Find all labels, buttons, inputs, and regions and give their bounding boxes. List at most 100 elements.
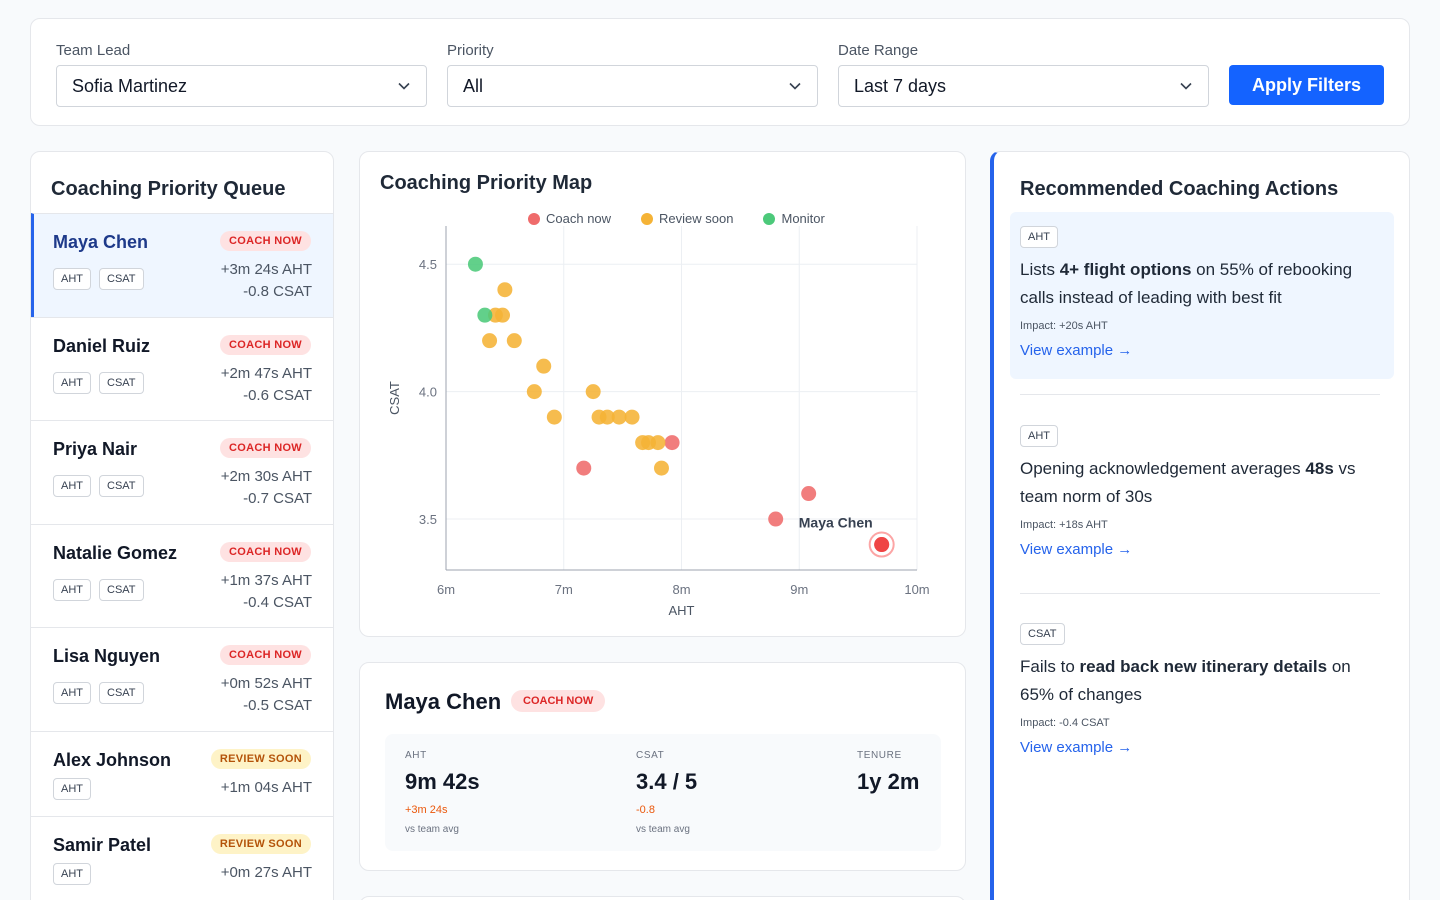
status-badge: COACH NOW <box>220 645 311 665</box>
date-range-value: Last 7 days <box>854 75 947 96</box>
team-lead-value: Sofia Martinez <box>72 75 188 96</box>
chevron-down-icon <box>788 79 802 93</box>
metric-delta: -0.8 <box>636 804 655 816</box>
legend-label: Coach now <box>546 211 612 226</box>
date-range-filter: Date Range Last 7 days <box>838 41 1209 107</box>
queue-item-alex-johnson[interactable]: Alex Johnson REVIEW SOON AHT +1m 04s AHT <box>31 730 333 816</box>
y-tick-label: 4.5 <box>419 257 437 272</box>
scatter-point-review-soon <box>536 358 552 374</box>
action-tag: AHT <box>1020 425 1058 447</box>
tag-aht: AHT <box>53 371 91 394</box>
action-impact: Impact: +18s AHT <box>1020 519 1108 531</box>
x-tick-label: 9m <box>790 582 808 597</box>
coaching-priority-queue: Coaching Priority Queue Maya Chen COACH … <box>30 151 334 900</box>
scatter-point-review-soon <box>624 409 640 425</box>
agent-detail-card: Maya Chen COACH NOW AHT 9m 42s +3m 24s v… <box>359 662 966 871</box>
metric-label: CSAT <box>636 750 665 761</box>
next-card <box>359 896 966 900</box>
legend-review-soon: Review soon <box>641 211 733 226</box>
scatter-point-review-soon <box>650 435 666 451</box>
queue-item-lisa-nguyen[interactable]: Lisa Nguyen COACH NOW AHT CSAT +0m 52s AH… <box>31 627 333 731</box>
legend-monitor: Monitor <box>763 211 825 226</box>
tag-aht: AHT <box>53 777 91 800</box>
queue-item-samir-patel[interactable]: Samir Patel REVIEW SOON AHT +0m 27s AHT <box>31 815 333 900</box>
priority-label: Priority <box>447 42 494 59</box>
team-lead-filter: Team Lead Sofia Martinez <box>56 41 427 107</box>
scatter-point-review-soon <box>585 384 601 400</box>
coaching-priority-map: Coaching Priority Map Coach now Review s… <box>359 151 966 637</box>
aht-delta: +0m 27s AHT <box>220 863 312 881</box>
status-badge: COACH NOW <box>511 690 606 712</box>
metric-value: 9m 42s <box>405 769 480 794</box>
csat-delta: -0.4 CSAT <box>243 593 312 611</box>
aht-delta: +1m 37s AHT <box>220 571 312 589</box>
agent-name: Natalie Gomez <box>53 542 178 563</box>
aht-delta: +2m 47s AHT <box>220 364 312 382</box>
metric-sub: vs team avg <box>636 824 690 835</box>
x-tick-label: 7m <box>555 582 573 597</box>
scatter-point-review-soon <box>506 333 522 349</box>
priority-select[interactable]: All <box>447 65 818 107</box>
action-item: AHT Opening acknowledgement averages 48s… <box>1010 411 1394 573</box>
action-impact: Impact: +20s AHT <box>1020 320 1108 332</box>
date-range-select[interactable]: Last 7 days <box>838 65 1209 107</box>
status-badge: COACH NOW <box>220 231 311 251</box>
legend-label: Review soon <box>659 211 734 226</box>
action-item: AHT Lists 4+ flight options on 55% of re… <box>1010 212 1394 379</box>
csat-delta: -0.6 CSAT <box>243 386 312 404</box>
priority-value: All <box>463 75 484 96</box>
csat-delta: -0.7 CSAT <box>243 490 312 507</box>
tag-aht: AHT <box>53 475 91 497</box>
status-badge: COACH NOW <box>220 334 311 355</box>
aht-delta: +2m 30s AHT <box>220 468 312 485</box>
x-tick-label: 8m <box>672 582 690 597</box>
scatter-point-review-soon <box>497 282 513 298</box>
tag-aht: AHT <box>53 862 91 885</box>
status-badge: COACH NOW <box>220 438 311 458</box>
queue-item-priya-nair[interactable]: Priya Nair COACH NOW AHT CSAT +2m 30s AHT… <box>31 420 333 524</box>
date-range-label: Date Range <box>838 42 919 59</box>
scatter-point-coach-now <box>768 511 784 527</box>
tag-aht: AHT <box>53 578 91 601</box>
tag-csat: CSAT <box>99 371 144 394</box>
tag-aht: AHT <box>53 268 91 290</box>
metric-aht: AHT 9m 42s +3m 24s vs team avg <box>405 750 480 835</box>
scatter-point-review-soon <box>599 409 615 425</box>
view-example-link[interactable]: View example → <box>1020 541 1133 558</box>
agent-name: Lisa Nguyen <box>53 646 161 666</box>
chevron-down-icon <box>397 79 411 93</box>
action-impact: Impact: -0.4 CSAT <box>1020 717 1110 729</box>
metrics-panel: AHT 9m 42s +3m 24s vs team avg CSAT 3.4 … <box>385 734 941 851</box>
scatter-point-review-soon <box>546 409 562 425</box>
metric-value: 3.4 / 5 <box>636 769 698 794</box>
status-badge: REVIEW SOON <box>210 833 311 854</box>
team-lead-label: Team Lead <box>56 42 131 59</box>
metric-value: 1y 2m <box>857 769 920 794</box>
x-axis-label: AHT <box>669 603 695 618</box>
team-lead-select[interactable]: Sofia Martinez <box>56 65 427 107</box>
action-text: Fails to read back new itinerary details… <box>1020 657 1351 704</box>
view-example-link[interactable]: View example → <box>1020 739 1133 756</box>
aht-delta: +1m 04s AHT <box>220 778 312 796</box>
map-title: Coaching Priority Map <box>380 172 593 194</box>
legend-dot <box>641 212 654 225</box>
view-example-link[interactable]: View example → <box>1020 342 1133 359</box>
queue-item-maya-chen[interactable]: Maya Chen COACH NOW AHT CSAT +3m 24s AHT … <box>31 213 333 317</box>
metric-delta: +3m 24s <box>405 804 448 816</box>
action-text: Lists 4+ flight options on 55% of rebook… <box>1020 260 1353 307</box>
legend-dot <box>528 212 540 225</box>
filter-bar: Team Lead Sofia Martinez Priority All Da… <box>30 18 1410 126</box>
tag-csat: CSAT <box>99 268 144 290</box>
tag-csat: CSAT <box>99 682 144 704</box>
csat-delta: -0.5 CSAT <box>243 697 312 714</box>
chart-legend: Coach now Review soon Monitor <box>528 211 825 226</box>
detail-agent-name: Maya Chen <box>385 689 502 714</box>
queue-item-daniel-ruiz[interactable]: Daniel Ruiz COACH NOW AHT CSAT +2m 47s AH… <box>31 316 333 421</box>
metric-label: TENURE <box>857 750 902 761</box>
tag-csat: CSAT <box>99 475 144 497</box>
apply-filters-button[interactable]: Apply Filters <box>1229 65 1384 105</box>
scatter-point-review-soon <box>482 333 498 349</box>
queue-item-natalie-gomez[interactable]: Natalie Gomez COACH NOW AHT CSAT +1m 37s … <box>31 523 333 628</box>
legend-coach-now: Coach now <box>528 211 611 226</box>
action-item: CSAT Fails to read back new itinerary de… <box>1010 609 1394 771</box>
